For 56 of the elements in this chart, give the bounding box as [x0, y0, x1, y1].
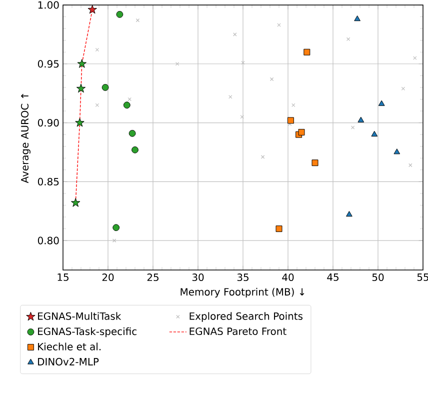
- point: [304, 48, 310, 56]
- point: [123, 102, 130, 109]
- point: [128, 130, 136, 137]
- point: [350, 126, 355, 130]
- point: [241, 60, 245, 65]
- point: [371, 130, 378, 136]
- point: [354, 15, 360, 22]
- point: [95, 48, 100, 52]
- legend-label: Kiechle et al.: [38, 342, 101, 350]
- point: [260, 155, 265, 159]
- point: [102, 84, 109, 91]
- point: [175, 62, 180, 66]
- point: [70, 198, 80, 207]
- point: [394, 148, 400, 154]
- point: [346, 211, 352, 217]
- point: [112, 238, 116, 242]
- point: [378, 100, 385, 106]
- y-tick-label: 0.95: [38, 60, 59, 68]
- legend-label: EGNAS-MultiTask: [38, 312, 122, 320]
- point: [128, 97, 132, 102]
- y-tick-label: 1.00: [38, 1, 59, 9]
- x-tick-label: 40: [282, 274, 294, 282]
- legend-label: DINOv2-MLP: [38, 358, 99, 366]
- legend-label: EGNAS-Task-specific: [38, 327, 136, 338]
- legend-label: EGNAS Pareto Front: [190, 327, 286, 336]
- point: [287, 117, 294, 124]
- point: [88, 4, 97, 14]
- y-axis-title: Average AUROC ↑: [20, 94, 30, 184]
- point: [112, 224, 120, 232]
- x-tick-label: 20: [102, 274, 114, 282]
- x-tick-label: 55: [417, 274, 428, 281]
- y-tick-label: 0.80: [38, 236, 59, 244]
- x-tick-label: 35: [237, 274, 248, 282]
- point: [77, 59, 87, 68]
- x-tick-label: 25: [147, 274, 158, 282]
- point: [116, 10, 124, 18]
- point: [401, 86, 406, 90]
- x-axis-title: Memory Footprint (MB) ↓: [180, 288, 304, 298]
- y-tick-label: 0.90: [38, 118, 59, 127]
- y-tick-label: 0.85: [38, 178, 59, 186]
- x-tick-label: 15: [58, 274, 68, 281]
- point: [312, 160, 318, 166]
- point: [76, 84, 86, 93]
- point: [346, 37, 350, 42]
- legend-label: Explored Search Points: [190, 312, 303, 322]
- point: [413, 56, 417, 60]
- point: [95, 103, 100, 107]
- point: [276, 226, 282, 232]
- x-tick-label: 45: [327, 274, 338, 281]
- point: [132, 146, 138, 154]
- point: [298, 128, 305, 136]
- point: [408, 163, 412, 168]
- x-tick-label: 50: [372, 274, 384, 282]
- x-tick-label: 30: [192, 274, 204, 282]
- point: [358, 116, 364, 122]
- point: [75, 118, 84, 127]
